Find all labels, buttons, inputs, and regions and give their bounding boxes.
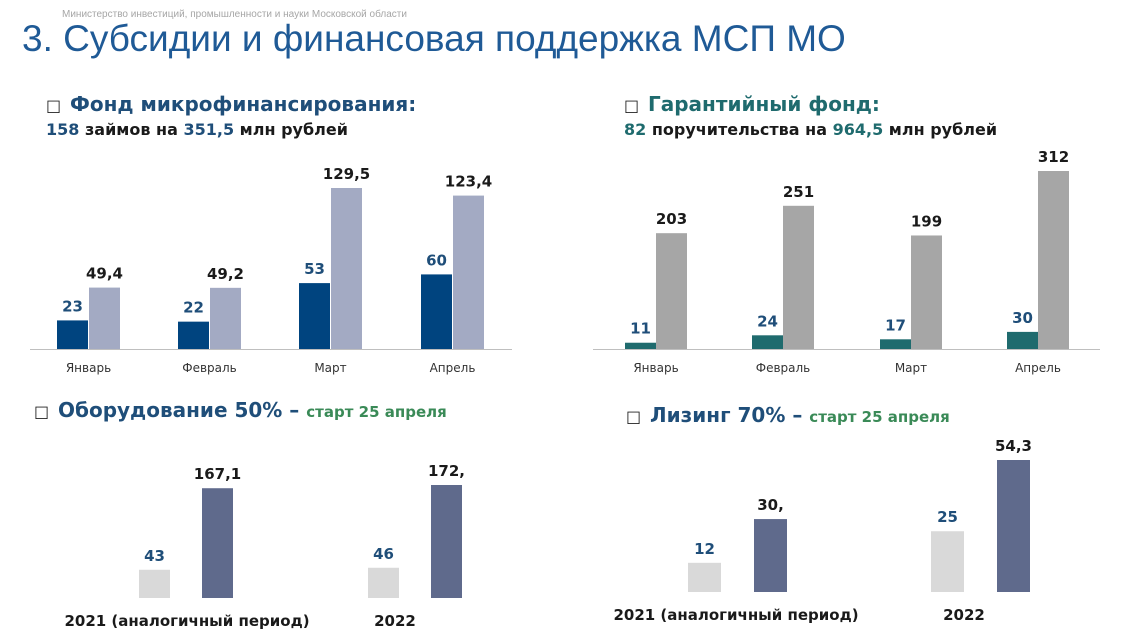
guarantee-bar-a: [1007, 331, 1038, 349]
leasing-bar-b: [997, 460, 1030, 592]
microfinance-summary: 158 займов на 351,5 млн рублей: [46, 120, 348, 139]
microfinance-heading: □ Фонд микрофинансирования:: [46, 92, 416, 116]
microfinance-bar-b: [453, 195, 484, 349]
guarantee-category-label: Апрель: [1015, 361, 1061, 375]
equipment-bar-b: [202, 488, 233, 598]
leasing-heading: □ Лизинг 70% – старт 25 апреля: [626, 403, 950, 427]
equipment-start: старт 25 апреля: [306, 403, 447, 421]
guarantee-data-label: 17: [885, 316, 906, 334]
equipment-data-label: 167,1: [194, 465, 241, 483]
leasing-data-label: 54,3: [995, 437, 1032, 455]
guarantee-bar-b: [911, 235, 942, 349]
microfinance-bar-a: [421, 274, 452, 349]
microfinance-data-label: 22: [183, 299, 204, 317]
page-title: 3. Субсидии и финансовая поддержка МСП М…: [22, 18, 846, 59]
guarantee-category-label: Март: [895, 361, 927, 375]
guarantee-amount: 964,5: [832, 120, 884, 139]
ministry-caption: Министерство инвестиций, промышленности …: [62, 9, 407, 20]
equipment-data-label: 43: [144, 547, 165, 565]
leasing-data-label: 12: [694, 540, 715, 558]
microfinance-bar-a: [299, 283, 330, 349]
leasing-start: старт 25 апреля: [809, 408, 950, 426]
guarantee-data-label: 312: [1038, 148, 1069, 166]
bullet-square-icon: □: [34, 402, 50, 421]
equipment-heading-text: Оборудование 50% –: [58, 398, 300, 422]
microfinance-unit-text: млн рублей: [234, 120, 348, 139]
equipment-data-label: 46: [373, 545, 394, 563]
guarantee-data-label: 24: [757, 312, 778, 330]
equipment-data-label: 172,: [428, 462, 465, 480]
microfinance-category-label: Февраль: [182, 361, 237, 375]
guarantee-bar-b: [783, 205, 814, 349]
microfinance-bar-a: [57, 320, 88, 349]
equipment-bar-b: [431, 485, 462, 598]
guarantee-bar-a: [880, 339, 911, 349]
microfinance-count-text: займов на: [79, 120, 184, 139]
microfinance-bar-b: [331, 188, 362, 349]
leasing-data-label: 30,: [757, 496, 784, 514]
leasing-category-label: 2021 (аналогичный период): [613, 606, 858, 624]
microfinance-data-label: 49,2: [207, 265, 244, 283]
guarantee-data-label: 251: [783, 183, 814, 201]
microfinance-category-label: Апрель: [430, 361, 476, 375]
equipment-bar-a: [139, 569, 170, 598]
microfinance-heading-text: Фонд микрофинансирования:: [70, 92, 417, 116]
guarantee-unit-text: млн рублей: [883, 120, 998, 139]
microfinance-data-label: 23: [62, 297, 83, 315]
guarantee-bar-a: [625, 342, 656, 349]
guarantee-bar-b: [1038, 171, 1069, 349]
guarantee-data-label: 11: [630, 320, 651, 338]
bullet-square-icon: □: [624, 96, 640, 115]
bullet-square-icon: □: [46, 96, 62, 115]
guarantee-category-label: Февраль: [756, 361, 811, 375]
guarantee-heading: □ Гарантийный фонд:: [624, 92, 880, 116]
guarantee-data-label: 203: [656, 210, 687, 228]
guarantee-heading-text: Гарантийный фонд:: [648, 92, 880, 116]
microfinance-bar-b: [89, 287, 120, 349]
guarantee-data-label: 199: [911, 212, 942, 230]
leasing-data-label: 25: [937, 508, 958, 526]
microfinance-data-label: 60: [426, 251, 447, 269]
microfinance-data-label: 53: [304, 260, 325, 278]
guarantee-count: 82: [624, 120, 647, 139]
microfinance-bar-b: [210, 287, 241, 349]
guarantee-count-text: поручительства на: [646, 120, 833, 139]
microfinance-category-label: Январь: [66, 361, 111, 375]
guarantee-category-label: Январь: [633, 361, 678, 375]
guarantee-summary: 82 поручительства на 964,5 млн рублей: [624, 120, 997, 139]
guarantee-data-label: 30: [1012, 309, 1033, 327]
microfinance-category-label: Март: [314, 361, 346, 375]
leasing-heading-text: Лизинг 70% –: [650, 403, 803, 427]
equipment-category-label: 2021 (аналогичный период): [64, 612, 309, 630]
equipment-category-label: 2022: [374, 612, 416, 630]
guarantee-bar-b: [656, 233, 687, 349]
microfinance-bar-a: [178, 321, 209, 349]
leasing-bar-a: [688, 562, 721, 592]
equipment-heading: □ Оборудование 50% – старт 25 апреля: [34, 398, 447, 422]
equipment-bar-a: [368, 567, 399, 598]
bullet-square-icon: □: [626, 407, 642, 426]
microfinance-data-label: 123,4: [445, 173, 492, 191]
leasing-bar-b: [754, 519, 787, 592]
microfinance-amount: 351,5: [183, 120, 235, 139]
microfinance-data-label: 129,5: [323, 165, 370, 183]
microfinance-count: 158: [46, 120, 80, 139]
guarantee-bar-a: [752, 335, 783, 349]
leasing-category-label: 2022: [943, 606, 985, 624]
leasing-bar-a: [931, 531, 964, 592]
microfinance-data-label: 49,4: [86, 265, 123, 283]
